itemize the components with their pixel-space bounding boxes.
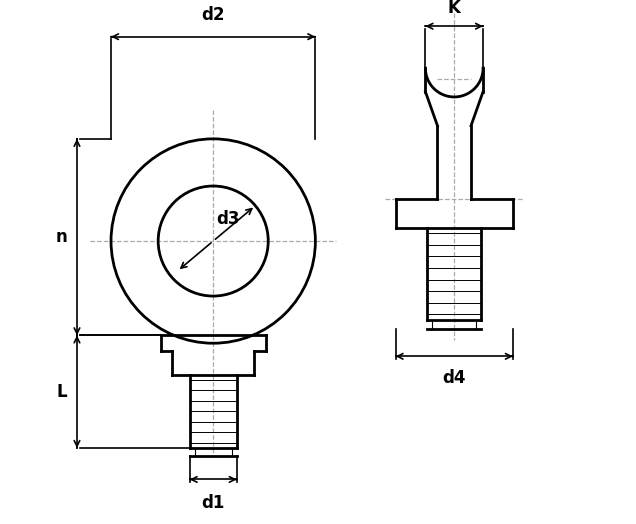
Text: K: K xyxy=(448,0,460,17)
Text: n: n xyxy=(56,228,67,246)
Text: L: L xyxy=(57,383,67,401)
Text: d2: d2 xyxy=(202,6,225,24)
Text: d3: d3 xyxy=(216,210,239,228)
Text: d4: d4 xyxy=(443,369,466,387)
Text: d1: d1 xyxy=(202,494,225,512)
